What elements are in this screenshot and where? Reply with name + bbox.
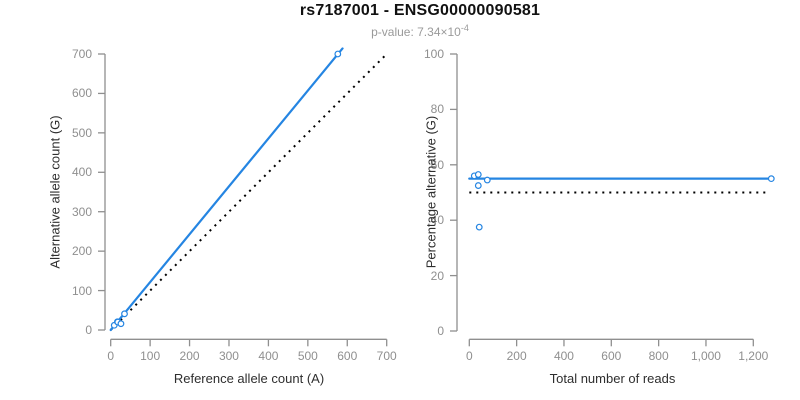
x-tick-label: 600 [601,349,622,364]
y-tick-label: 400 [71,165,92,180]
data-point [334,50,342,58]
figure-subtitle: p-value: 7.34×10-4 [40,23,800,39]
x-tick-label: 200 [506,349,527,364]
x-tick-label: 600 [337,349,358,364]
x-tick-label: 700 [376,349,397,364]
y-tick-label: 100 [71,283,92,298]
x-tick-label: 0 [107,349,115,364]
left-xaxis-title: Reference allele count (A) [173,371,325,386]
x-tick-label: 200 [179,349,200,364]
data-point [475,223,483,231]
fit-line [109,47,344,332]
x-tick-label: 0 [465,349,473,364]
y-tick-label: 300 [71,204,92,219]
x-tick-label: 400 [258,349,279,364]
y-tick-label: 40 [430,213,444,228]
y-tick-label: 500 [71,125,92,140]
y-tick-label: 600 [71,86,92,101]
data-point [474,171,482,178]
x-tick-label: 1,000 [690,349,721,364]
left-yaxis-title: Alternative allele count (G) [47,115,63,269]
data-point [121,310,128,318]
x-tick-label: 1,200 [738,349,769,364]
y-tick-label: 80 [430,102,444,117]
y-tick-label: 0 [437,324,444,338]
data-point [767,175,775,183]
data-point [117,320,125,328]
x-tick-label: 400 [553,349,574,364]
pvalue-exponent: -4 [460,23,469,33]
y-tick-label: 100 [423,47,444,61]
right-yaxis-title: Percentage alternative (G) [423,115,439,269]
data-point [483,176,491,184]
y-tick-label: 200 [71,244,92,259]
x-tick-label: 100 [140,349,161,364]
reference-dotted-line [109,53,388,331]
pvalue-text: p-value: 7.34×10 [371,25,461,39]
y-tick-label: 60 [430,157,444,172]
y-tick-label: 20 [430,268,444,283]
x-tick-label: 800 [648,349,669,364]
y-tick-label: 0 [85,323,92,337]
data-point [474,182,482,189]
figure-title: rs7187001 - ENSG00000090581 [299,2,541,19]
x-tick-label: 500 [297,349,318,364]
y-tick-label: 700 [71,47,92,61]
right-xaxis-title: Total number of reads [549,371,676,386]
x-tick-label: 300 [218,349,239,364]
